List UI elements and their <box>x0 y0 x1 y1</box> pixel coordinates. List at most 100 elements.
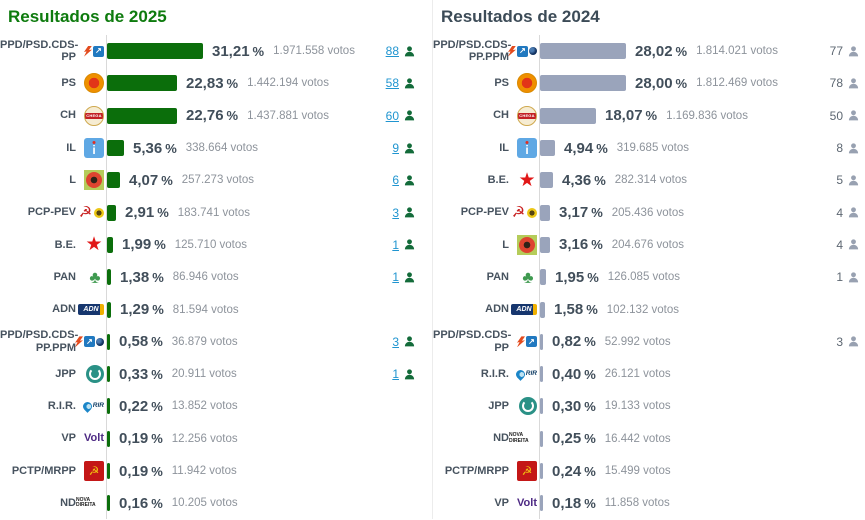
bar-area: 2,91% 183.741 votos <box>106 196 370 229</box>
party-row: L 4,07% 257.273 votos 6 <box>0 164 432 197</box>
party-name: R.I.R. <box>47 400 76 413</box>
percent-unit: % <box>584 398 596 414</box>
result-bar <box>107 463 110 479</box>
percent-text: 18,07% <box>605 107 657 124</box>
percent-value: 0,18 <box>552 494 582 512</box>
percent-unit: % <box>151 334 163 350</box>
party-row: PCP-PEV ☭ 3,17% 205.436 votos 4 <box>433 196 865 229</box>
seats-area: 50 <box>803 109 865 123</box>
party-name: CH <box>60 109 76 122</box>
ps-rose-icon <box>84 73 104 94</box>
seats-link[interactable]: 1 <box>392 270 399 285</box>
bar-area: 0,16% 10.205 votos <box>106 487 370 520</box>
percent-value: 5,36 <box>133 139 163 157</box>
percent-text: 0,16% <box>119 495 163 512</box>
percent-unit: % <box>584 495 596 511</box>
party-row: JPP 0,30% 19.133 votos <box>433 390 865 423</box>
il-square-icon: i <box>84 138 104 159</box>
percent-value: 31,21 <box>212 42 250 60</box>
person-icon <box>404 175 415 186</box>
votes-value: 36.879 votos <box>171 335 238 348</box>
percent-value: 1,38 <box>120 268 150 286</box>
ppm-circle-icon <box>529 47 537 56</box>
bar-area: 28,02% 1.814.021 votos <box>539 35 803 68</box>
votes-value: 10.205 votos <box>171 497 238 510</box>
seats-link[interactable]: 88 <box>385 44 399 59</box>
seats-area: 60 <box>370 109 432 123</box>
votes-value: 102.132 votos <box>606 303 680 316</box>
seats-area: 8 <box>803 141 865 155</box>
party-icons: ♣ <box>76 269 106 286</box>
party-row: R.I.R. RIR 0,40% 26.121 votos <box>433 357 865 391</box>
seats-link[interactable]: 3 <box>392 205 399 220</box>
party-name: IL <box>66 141 76 154</box>
party-row: PCTP/MRPP ☭ 0,19% 11.942 votos <box>0 454 432 488</box>
party-icons: RIR <box>509 370 539 379</box>
result-bar <box>107 236 113 253</box>
party-icons <box>509 397 539 416</box>
seats-link[interactable]: 9 <box>392 141 399 156</box>
results-2025-rows: PPD/PSD.CDS-PP ↗ 31,21% 1.971.558 votos … <box>0 35 432 520</box>
psd-arrow-icon <box>508 45 516 57</box>
party-icons: ☭ <box>76 461 106 481</box>
party-icons: ★ <box>509 171 539 190</box>
percent-unit: % <box>157 205 169 221</box>
party-row: L 3,16% 204.676 votos 4 <box>433 228 865 262</box>
percent-unit: % <box>591 237 603 253</box>
results-2024-rows: PPD/PSD.CDS-PP.PPM ↗ 28,02% 1.814.021 vo… <box>433 35 865 520</box>
percent-text: 5,36% <box>133 140 177 157</box>
result-bar <box>107 43 203 60</box>
bar-area: 0,18% 11.858 votos <box>539 487 803 520</box>
party-name: B.E. <box>487 174 509 187</box>
seats-link[interactable]: 58 <box>385 76 399 91</box>
party-name: ADN <box>485 303 509 316</box>
party-name: ADN <box>52 303 76 316</box>
person-icon <box>848 45 859 57</box>
result-bar <box>540 140 555 157</box>
bar-area: 0,25% 16.442 votos <box>539 422 803 455</box>
seats-link: 77 <box>829 44 843 59</box>
percent-value: 4,36 <box>562 171 592 189</box>
seats-link[interactable]: 1 <box>392 367 399 382</box>
seats-link: 8 <box>836 141 843 156</box>
votes-value: 1.814.021 votos <box>696 45 778 58</box>
bar-area: 0,33% 20.911 votos <box>106 357 370 391</box>
result-bar <box>107 75 177 92</box>
seats-area: 1 <box>370 367 432 381</box>
cds-arrow-icon: ↗ <box>84 336 95 348</box>
person-icon <box>404 368 415 379</box>
party-row: ND NOVA DIREITA 0,16% 10.205 votos <box>0 487 432 520</box>
seats-area: 9 <box>370 141 432 155</box>
party-icons: RIR <box>76 402 106 411</box>
party-name: PPD/PSD.CDS-PP <box>0 38 79 64</box>
percent-value: 0,19 <box>119 462 149 480</box>
psd-arrow-icon <box>75 336 83 348</box>
percent-unit: % <box>151 366 163 382</box>
bar-area: 5,36% 338.664 votos <box>106 131 370 165</box>
bar-area: 28,00% 1.812.469 votos <box>539 67 803 100</box>
result-bar <box>540 301 545 318</box>
party-row: PCTP/MRPP ☭ 0,24% 15.499 votos <box>433 454 865 488</box>
votes-value: 20.911 votos <box>171 368 237 381</box>
votes-value: 19.133 votos <box>604 400 671 413</box>
jpp-circle-icon <box>519 397 537 416</box>
percent-value: 28,02 <box>635 42 673 60</box>
percent-value: 0,25 <box>552 430 582 448</box>
seats-link[interactable]: 1 <box>392 237 399 252</box>
percent-unit: % <box>252 43 265 59</box>
votes-value: 1.169.836 votos <box>666 109 748 122</box>
seats-link[interactable]: 6 <box>392 173 399 188</box>
percent-unit: % <box>584 431 596 447</box>
party-icons: ↗ <box>76 45 106 57</box>
results-2024-panel: Resultados de 2024 PPD/PSD.CDS-PP.PPM ↗ … <box>432 0 865 520</box>
party-icons: ↗ <box>508 45 539 57</box>
percent-unit: % <box>165 140 177 156</box>
result-bar <box>540 43 626 60</box>
person-icon <box>404 239 415 250</box>
pan-tree-icon: ♣ <box>89 267 101 287</box>
percent-unit: % <box>154 237 166 253</box>
nd-logo-icon: NOVA DIREITA <box>76 496 96 509</box>
seats-link[interactable]: 60 <box>385 108 399 123</box>
seats-link[interactable]: 3 <box>392 334 399 349</box>
party-icons <box>509 73 539 94</box>
